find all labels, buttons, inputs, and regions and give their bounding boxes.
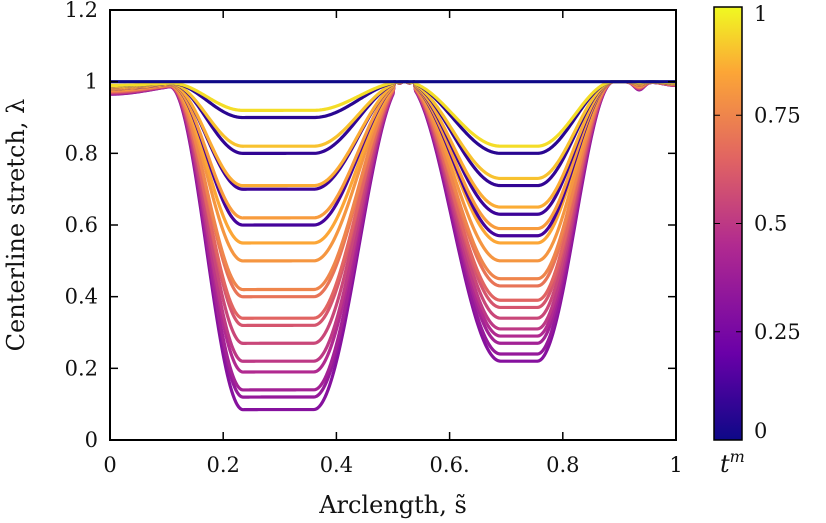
x-axis-ticks: 0 0.2 0.4 0.6. 0.8 1 (103, 10, 683, 477)
plot-frame (109, 9, 677, 441)
colorbar-tick-label: 0.5 (754, 212, 787, 236)
x-tick-label: 0.6. (430, 453, 470, 477)
y-tick-label: 0.8 (65, 141, 98, 165)
colorbar-tick-label: 1 (754, 2, 767, 26)
x-axis-label: Arclength, s̃ (318, 491, 467, 519)
x-tick-label: 0.8 (546, 453, 579, 477)
y-tick-label: 0.6 (65, 213, 98, 237)
colorbar-tick-label: 0.25 (754, 320, 801, 344)
y-axis-label: Centerline stretch, λ (2, 99, 30, 352)
x-tick-label: 1 (669, 453, 682, 477)
series-layer (110, 80, 676, 412)
colorbar-title: tm (720, 447, 745, 478)
y-axis-ticks: 0 0.2 0.4 0.6 0.8 1 1.2 (65, 0, 676, 452)
x-tick-label: 0 (103, 453, 116, 477)
colorbar-ticks: 0 0.25 0.5 0.75 1 (714, 2, 801, 443)
y-tick-label: 0.2 (65, 356, 98, 380)
x-tick-label: 0.4 (320, 453, 353, 477)
x-tick-label: 0.2 (206, 453, 239, 477)
y-tick-label: 1 (85, 70, 98, 94)
y-tick-label: 0.4 (65, 285, 98, 309)
colorbar-tick-label: 0 (754, 419, 767, 443)
y-tick-label: 1.2 (65, 0, 98, 22)
colorbar-tick-label: 0.75 (754, 103, 801, 127)
y-tick-label: 0 (85, 428, 98, 452)
